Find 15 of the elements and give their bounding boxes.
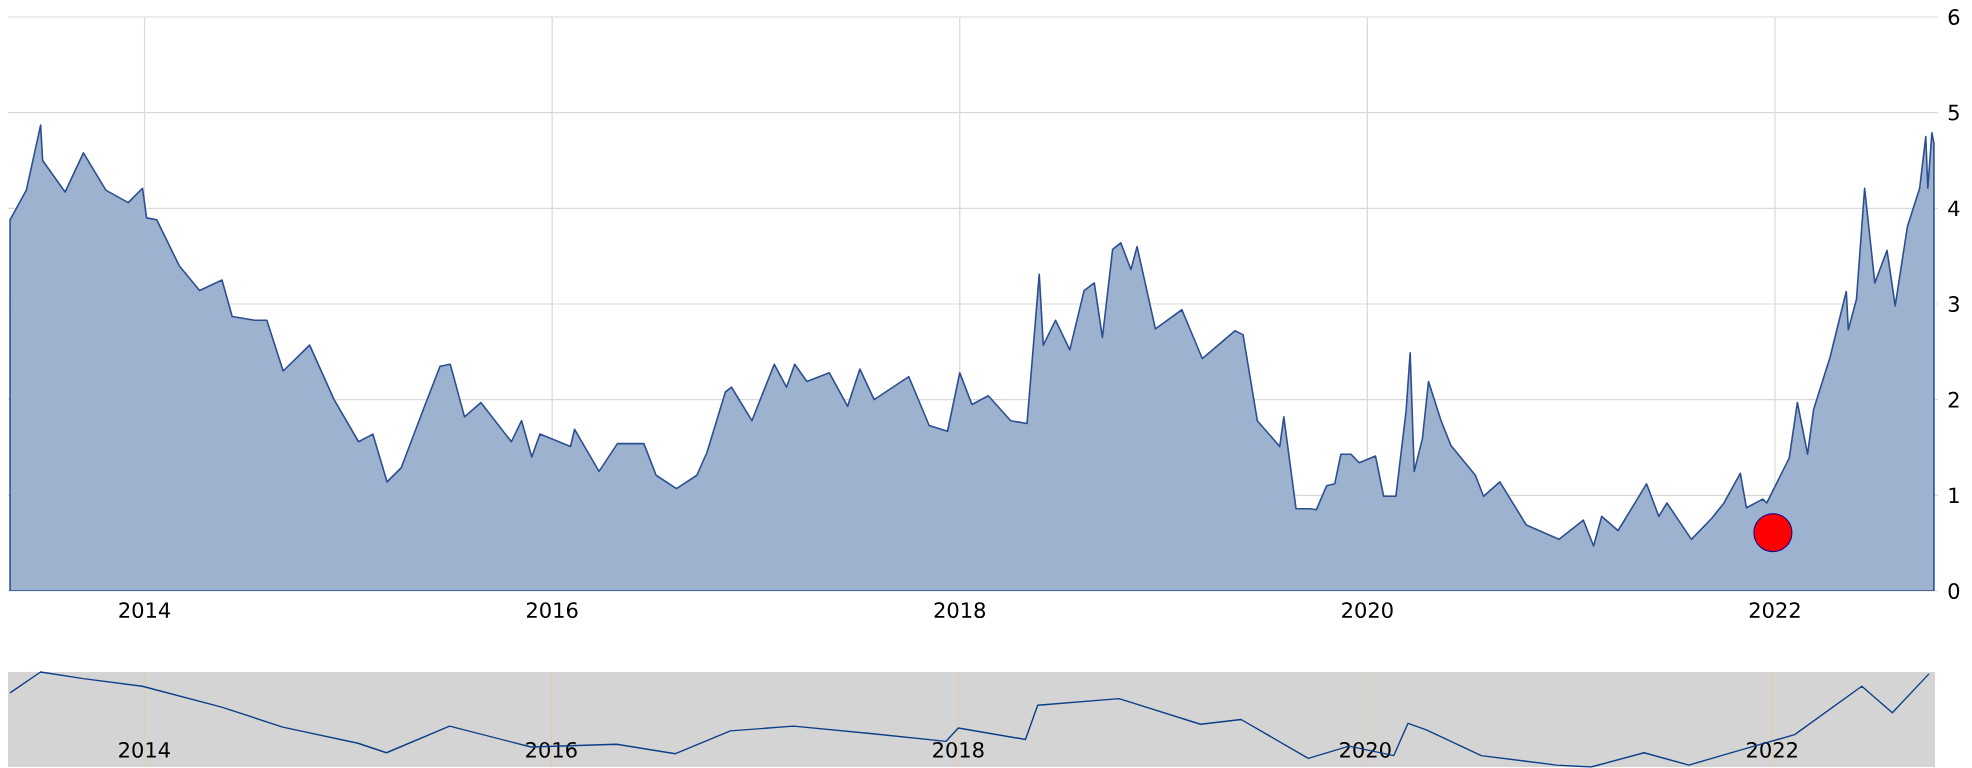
y-tick-label: 3 bbox=[1948, 296, 1959, 313]
x-tick-label: 2022 bbox=[1749, 602, 1800, 619]
x-tick-label: 2018 bbox=[933, 742, 984, 758]
x-tick-label: 2018 bbox=[934, 602, 986, 619]
x-tick-label: 2022 bbox=[1747, 742, 1797, 758]
y-tick-label: 4 bbox=[1948, 200, 1960, 217]
y-tick-label: 1 bbox=[1949, 487, 1959, 504]
x-tick-label: 2016 bbox=[526, 602, 578, 619]
y-tick-label: 6 bbox=[1948, 9, 1960, 26]
y-tick-label: 2 bbox=[1948, 392, 1959, 408]
y-tick-label: 5 bbox=[1948, 105, 1959, 121]
x-tick-label: 2014 bbox=[119, 602, 171, 619]
x-tick-label: 2020 bbox=[1342, 602, 1393, 619]
y-tick-label: 0 bbox=[1948, 583, 1960, 600]
x-tick-label: 2014 bbox=[119, 742, 170, 758]
